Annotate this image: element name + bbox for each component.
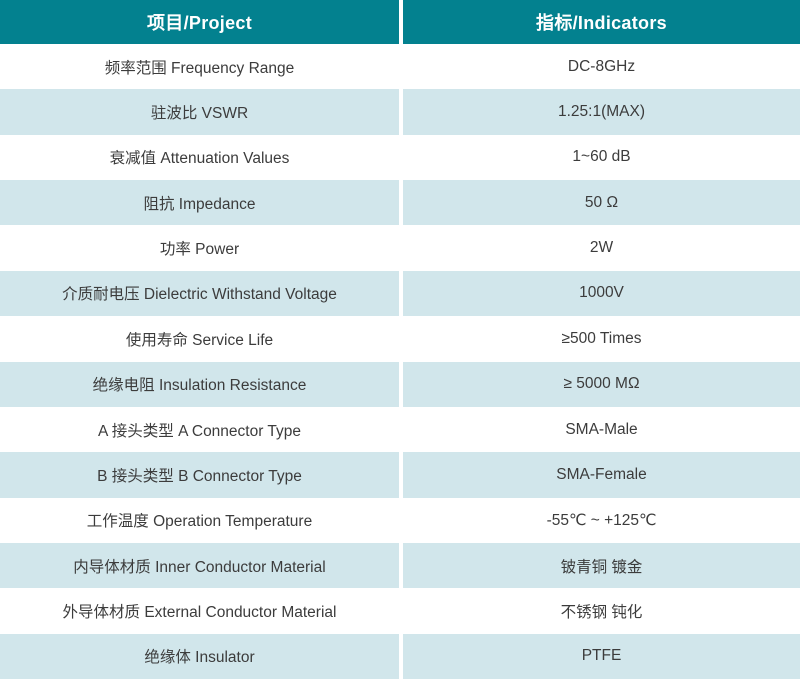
project-cell: A 接头类型 A Connector Type — [0, 406, 399, 453]
column-divider — [399, 44, 403, 90]
project-cell: B 接头类型 B Connector Type — [0, 452, 399, 498]
header-cell-project: 项目/Project — [0, 0, 399, 44]
column-divider — [399, 361, 403, 407]
indicator-cell: DC-8GHz — [403, 44, 800, 90]
indicator-cell: 铍青铜 镀金 — [403, 542, 800, 589]
column-divider — [399, 633, 403, 679]
indicator-cell: SMA-Male — [403, 406, 800, 453]
column-divider — [399, 406, 403, 453]
project-cell: 阻抗 Impedance — [0, 180, 399, 226]
indicator-cell: 1~60 dB — [403, 134, 800, 181]
project-cell: 衰减值 Attenuation Values — [0, 134, 399, 181]
column-divider — [399, 225, 403, 271]
column-divider — [399, 588, 403, 634]
table-row: 频率范围 Frequency Range DC-8GHz — [0, 44, 800, 90]
project-cell: 绝缘体 Insulator — [0, 633, 399, 679]
indicator-cell: 1.25:1(MAX) — [403, 89, 800, 135]
column-divider — [399, 270, 403, 317]
indicator-cell: 不锈钢 钝化 — [403, 588, 800, 634]
project-cell: 介质耐电压 Dielectric Withstand Voltage — [0, 270, 399, 317]
indicator-cell: -55℃ ~ +125℃ — [403, 497, 800, 543]
indicator-cell: 1000V — [403, 270, 800, 317]
table-row: 外导体材质 External Conductor Material 不锈钢 钝化 — [0, 588, 800, 634]
column-divider — [399, 0, 403, 44]
table-row: 功率 Power 2W — [0, 225, 800, 271]
project-cell: 内导体材质 Inner Conductor Material — [0, 542, 399, 589]
column-divider — [399, 542, 403, 589]
indicator-cell: ≥500 Times — [403, 316, 800, 362]
table-row: 内导体材质 Inner Conductor Material 铍青铜 镀金 — [0, 542, 800, 589]
table-row: 介质耐电压 Dielectric Withstand Voltage 1000V — [0, 270, 800, 317]
project-cell: 驻波比 VSWR — [0, 89, 399, 135]
project-cell: 频率范围 Frequency Range — [0, 44, 399, 90]
table-row: 绝缘电阻 Insulation Resistance ≥ 5000 MΩ — [0, 361, 800, 407]
project-cell: 功率 Power — [0, 225, 399, 271]
table-row: 阻抗 Impedance 50 Ω — [0, 180, 800, 226]
table-row: A 接头类型 A Connector Type SMA-Male — [0, 406, 800, 453]
table-row: 使用寿命 Service Life ≥500 Times — [0, 316, 800, 362]
table-row: B 接头类型 B Connector Type SMA-Female — [0, 452, 800, 498]
table-row: 驻波比 VSWR 1.25:1(MAX) — [0, 89, 800, 135]
column-divider — [399, 452, 403, 498]
column-divider — [399, 180, 403, 226]
indicator-cell: 2W — [403, 225, 800, 271]
indicator-cell: ≥ 5000 MΩ — [403, 361, 800, 407]
project-cell: 工作温度 Operation Temperature — [0, 497, 399, 543]
indicator-cell: SMA-Female — [403, 452, 800, 498]
indicator-cell: 50 Ω — [403, 180, 800, 226]
column-divider — [399, 316, 403, 362]
table-body: 频率范围 Frequency Range DC-8GHz 驻波比 VSWR 1.25:… — [0, 44, 800, 679]
project-cell: 外导体材质 External Conductor Material — [0, 588, 399, 634]
column-divider — [399, 497, 403, 543]
project-cell: 使用寿命 Service Life — [0, 316, 399, 362]
column-divider — [399, 134, 403, 181]
table-header-row: 项目/Project 指标/Indicators — [0, 0, 800, 44]
table-row: 绝缘体 Insulator PTFE — [0, 633, 800, 679]
table-row: 衰减值 Attenuation Values 1~60 dB — [0, 134, 800, 181]
header-cell-indicators: 指标/Indicators — [403, 0, 800, 44]
table-row: 工作温度 Operation Temperature -55℃ ~ +125℃ — [0, 497, 800, 543]
project-cell: 绝缘电阻 Insulation Resistance — [0, 361, 399, 407]
indicator-cell: PTFE — [403, 633, 800, 679]
column-divider — [399, 89, 403, 135]
